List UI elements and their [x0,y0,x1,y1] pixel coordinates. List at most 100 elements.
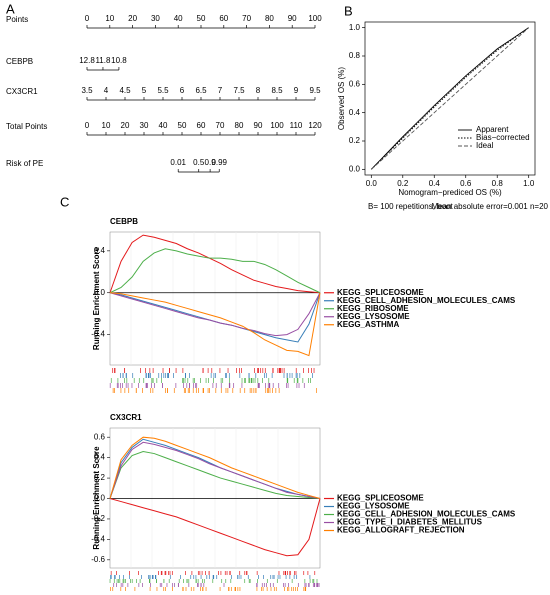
tick-label: 0.5 [193,158,205,167]
tick-label: 5.5 [157,86,169,95]
tick-label: 0 [85,14,90,23]
tick-label: 10 [102,121,111,130]
tick-label: 90 [254,121,263,130]
tick-label: 80 [235,121,244,130]
tick-label: 10 [105,14,114,23]
y-tick-label: 0.0 [349,164,361,173]
tick-label: 110 [290,121,303,130]
note: B= 100 repetitions, boot [368,202,454,211]
y-tick-label: -0.4 [91,534,105,543]
enrichment-line [109,248,321,294]
tick-label: 10.8 [111,56,127,65]
enrichment-line [109,450,321,500]
enrichment-line [109,292,321,357]
y-axis-label: Observed OS (%) [337,67,346,130]
tick-label: 40 [174,14,183,23]
tick-label: 0.9 [205,158,217,167]
y-tick-label: -0.2 [91,514,105,523]
legend-label: KEGG_SPLICEOSOME [337,288,424,297]
calibration-line [370,27,530,170]
tick-label: 70 [216,121,225,130]
row-label: CX3CR1 [6,87,38,96]
tick-label: 12.8 [79,56,95,65]
tick-label: 40 [159,121,168,130]
tick-label: 0 [85,121,90,130]
enrichment-line [109,234,321,294]
row-label: Risk of PE [6,159,43,168]
tick-label: 5 [142,86,147,95]
tick-label: 7 [218,86,223,95]
tick-label: 60 [219,14,228,23]
tick-label: 30 [151,14,160,23]
plot-frame [364,21,536,176]
tick-label: 50 [197,14,206,23]
legend-label: Ideal [476,141,494,150]
calibration-line [370,27,529,170]
x-tick-label: 1.0 [523,179,535,188]
x-tick-label: 0.8 [492,179,504,188]
legend-label: KEGG_CELL_ADHESION_MOLECULES_CAMS [337,296,516,305]
enrichment-line [109,498,321,557]
y-tick-label: 0.4 [94,246,106,255]
y-tick-label: 0.2 [94,473,106,482]
y-tick-label: 0.4 [349,108,361,117]
enrichment-line [109,292,321,337]
y-axis-label: Running Enrichment Score [92,246,101,350]
y-tick-label: 1.0 [349,23,361,32]
tick-label: 4.5 [119,86,131,95]
tick-label: 9.5 [309,86,321,95]
row-label: CEBPB [6,57,33,66]
y-axis-label: Running Enrichment Score [92,446,101,550]
enrichment-line [109,436,321,499]
tick-label: 100 [308,14,322,23]
tick-label: 120 [308,121,322,130]
x-tick-label: 0.0 [366,179,378,188]
y-tick-label: -0.6 [91,555,105,564]
legend-label: KEGG_ALLOGRAFT_REJECTION [337,526,465,535]
x-tick-label: 0.2 [397,179,409,188]
tick-label: 3.5 [81,86,93,95]
legend-label: KEGG_LYSOSOME [337,312,410,321]
x-tick-label: 0.4 [429,179,441,188]
y-tick-label: 0.0 [94,288,106,297]
row-label: Total Points [6,122,47,131]
tick-label: 70 [242,14,251,23]
y-tick-label: 0.6 [349,79,361,88]
panel-letter: B [344,3,353,18]
tick-label: 50 [178,121,187,130]
tick-label: 0.01 [170,158,186,167]
y-tick-label: -0.4 [91,330,105,339]
tick-label: 9 [294,86,299,95]
tick-label: 11.8 [95,56,111,65]
enrichment-line [109,441,321,500]
panel-letter: A [6,1,15,16]
legend-label: KEGG_TYPE_I_DIABETES_MELLITUS [337,518,483,527]
chart-title: CX3CR1 [110,413,142,422]
tick-label: 6.5 [195,86,207,95]
tick-label: 20 [128,14,137,23]
note: Mean absolute error=0.001 n=20 [431,202,548,211]
calibration-line [370,27,529,170]
legend-label: KEGG_SPLICEOSOME [337,494,424,503]
y-tick-label: 0.4 [94,453,106,462]
tick-label: 0.99 [211,158,227,167]
tick-label: 8 [256,86,261,95]
tick-label: 4 [104,86,109,95]
legend-label: KEGG_CELL_ADHESION_MOLECULES_CAMS [337,510,516,519]
tick-label: 8.5 [271,86,283,95]
legend-label: KEGG_RIBOSOME [337,304,409,313]
tick-label: 80 [265,14,274,23]
legend-label: KEGG_LYSOSOME [337,502,410,511]
tick-label: 100 [270,121,284,130]
y-tick-label: 0.0 [94,494,106,503]
legend-label: Bias−corrected [476,133,530,142]
x-axis-label: Nomogram−prediced OS (%) [398,188,502,197]
y-tick-label: 0.8 [349,51,361,60]
y-tick-label: 0.2 [349,136,361,145]
tick-label: 20 [121,121,130,130]
y-tick-label: 0.6 [94,432,106,441]
tick-label: 90 [288,14,297,23]
x-tick-label: 0.6 [460,179,472,188]
tick-label: 30 [140,121,149,130]
